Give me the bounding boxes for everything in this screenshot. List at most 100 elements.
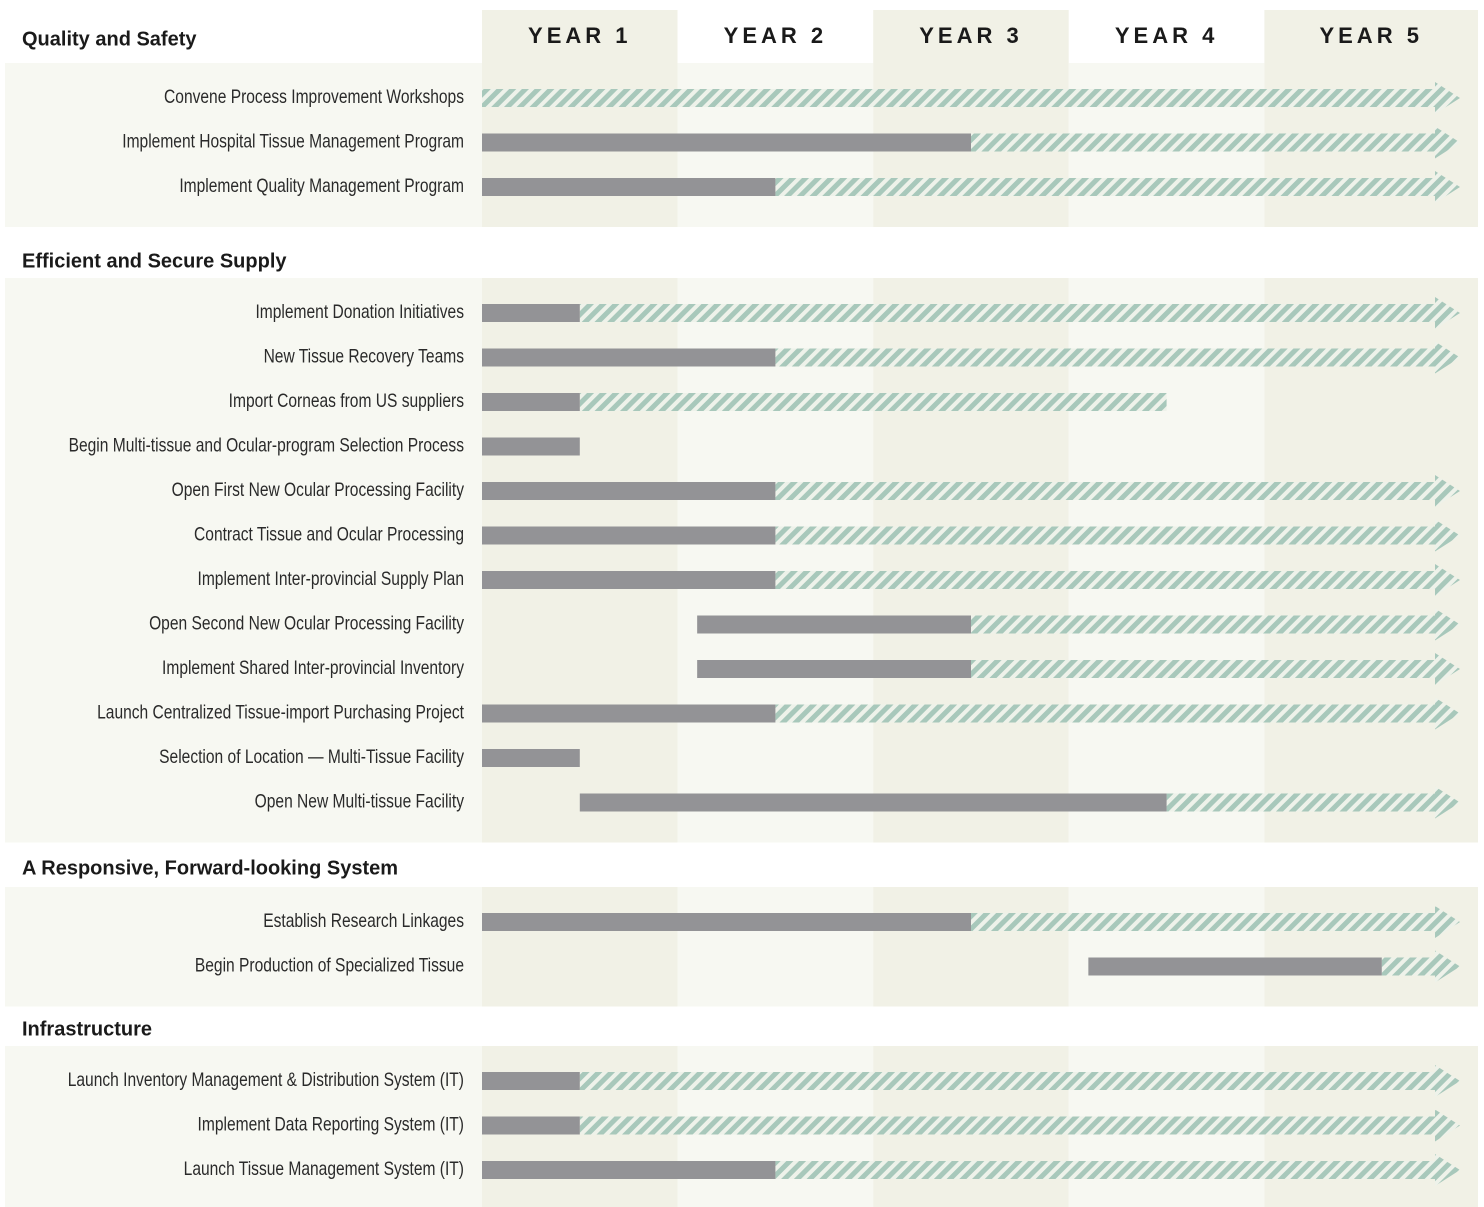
task-label-group: Implement Donation Initiatives (255, 301, 464, 323)
hatched-bar (971, 133, 1436, 152)
solid-bar (482, 526, 776, 545)
task-label-group: Contract Tissue and Ocular Processing (194, 523, 464, 545)
hatched-bar (579, 393, 1167, 411)
task-label: Launch Centralized Tissue-import Purchas… (97, 701, 464, 723)
hatched-bar (775, 526, 1436, 545)
arrow-head (1435, 697, 1460, 730)
year-band (1068, 887, 1265, 1007)
task-label: Implement Quality Management Program (179, 175, 464, 197)
task-label-group: Implement Hospital Tissue Management Pro… (122, 130, 464, 152)
year-header-cell (1068, 10, 1265, 63)
solid-bar (579, 793, 1167, 812)
task-label: Convene Process Improvement Workshops (164, 86, 464, 108)
task-label-group: Open New Multi-tissue Facility (255, 790, 465, 812)
year-band (482, 887, 678, 1007)
solid-bar (482, 749, 580, 767)
year-label: YEAR 5 (1319, 23, 1422, 48)
arrow-head (1435, 653, 1460, 685)
hatched-bar (775, 571, 1436, 589)
year-header-cell (482, 10, 678, 63)
task-label-group: Begin Production of Specialized Tissue (195, 954, 464, 976)
year-band (873, 887, 1069, 1007)
solid-bar (482, 133, 971, 152)
arrow-head (1435, 564, 1460, 596)
task-label-group: Convene Process Improvement Workshops (164, 86, 464, 108)
solid-bar (482, 178, 776, 196)
arrow-head (1435, 519, 1460, 552)
year-label: YEAR 3 (919, 23, 1022, 48)
task-label-group: Implement Quality Management Program (179, 175, 464, 197)
solid-bar (482, 348, 776, 367)
hatched-bar (775, 1161, 1436, 1179)
hatched-bar (1381, 957, 1436, 976)
hatched-bar (579, 1072, 1436, 1090)
solid-bar (482, 913, 971, 931)
task-label: Begin Production of Specialized Tissue (195, 954, 464, 976)
hatched-bar (579, 1116, 1436, 1135)
solid-bar (482, 704, 776, 723)
task-label-group: Launch Inventory Management & Distributi… (68, 1069, 464, 1091)
task-label: Implement Shared Inter-provincial Invent… (162, 657, 464, 679)
arrow-head (1435, 475, 1460, 507)
task-label-group: Launch Tissue Management System (IT) (184, 1158, 464, 1180)
task-label: Open Second New Ocular Processing Facili… (149, 612, 464, 634)
year-header-cell (1264, 10, 1478, 63)
section-band (5, 278, 482, 843)
task-label-group: Launch Centralized Tissue-import Purchas… (97, 701, 464, 723)
hatched-bar (1166, 793, 1436, 812)
solid-bar (482, 482, 776, 500)
year-band (1264, 278, 1478, 843)
solid-bar (482, 1072, 580, 1090)
solid-bar (1088, 957, 1382, 976)
section-title: A Responsive, Forward-looking System (22, 857, 398, 879)
task-label-group: New Tissue Recovery Teams (264, 345, 465, 367)
solid-bar (482, 571, 776, 589)
year-label: YEAR 4 (1115, 23, 1218, 48)
task-label: Launch Tissue Management System (IT) (184, 1158, 464, 1180)
year-label: YEAR 1 (528, 23, 631, 48)
year-header-cell (677, 10, 874, 63)
arrow-head (1435, 1109, 1460, 1142)
task-label: Selection of Location — Multi-Tissue Fac… (159, 746, 464, 768)
task-label: Implement Inter-provincial Supply Plan (198, 568, 464, 590)
solid-bar (697, 615, 971, 634)
year-band (1068, 278, 1265, 843)
year-band (677, 887, 874, 1007)
arrow-head (1435, 950, 1460, 983)
arrow-head (1435, 126, 1460, 159)
arrow-head (1435, 1154, 1460, 1186)
hatched-bar (775, 704, 1436, 723)
hatched-bar (971, 913, 1436, 931)
solid-bar (482, 1116, 580, 1135)
year-band (482, 278, 678, 843)
hatched-bar (775, 482, 1436, 500)
arrow-head (1435, 297, 1460, 329)
hatched-bar (579, 304, 1436, 322)
year-band (873, 278, 1069, 843)
section-band (5, 63, 482, 227)
task-label: Begin Multi-tissue and Ocular-program Se… (69, 434, 465, 456)
arrow-head (1435, 608, 1460, 641)
section-title: Efficient and Secure Supply (22, 250, 287, 272)
section-title: Quality and Safety (22, 28, 197, 50)
task-label: Contract Tissue and Ocular Processing (194, 523, 464, 545)
solid-bar (482, 437, 580, 456)
task-label: Implement Donation Initiatives (255, 301, 464, 323)
task-label-group: Open First New Ocular Processing Facilit… (172, 479, 465, 501)
task-label-group: Selection of Location — Multi-Tissue Fac… (159, 746, 464, 768)
section-band (5, 887, 482, 1007)
arrow-head (1435, 1065, 1460, 1097)
task-label-group: Open Second New Ocular Processing Facili… (149, 612, 464, 634)
task-label-group: Implement Data Reporting System (IT) (198, 1113, 464, 1135)
task-label: Open New Multi-tissue Facility (255, 790, 465, 812)
year-band (1264, 887, 1478, 1007)
hatched-bar (775, 348, 1436, 367)
arrow-head (1435, 906, 1460, 938)
hatched-bar (971, 660, 1436, 678)
year-header-cell (873, 10, 1069, 63)
task-label-group: Establish Research Linkages (263, 910, 464, 932)
hatched-bar (971, 615, 1436, 634)
task-label: Launch Inventory Management & Distributi… (68, 1069, 464, 1091)
section-band (5, 1046, 482, 1207)
